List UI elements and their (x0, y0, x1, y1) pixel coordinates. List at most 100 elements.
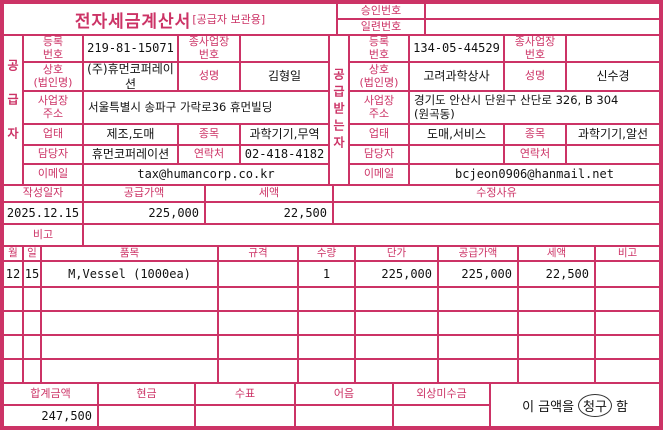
empty-cell (519, 336, 596, 358)
buyer-biztype-value: 도매,서비스 (410, 125, 505, 144)
approval-block: 승인번호 일련번호 (338, 4, 659, 34)
empty-cell (24, 288, 42, 310)
claim-suffix: 함 (615, 399, 628, 415)
supplier-address-value: 서울특별시 송파구 가락로36 휴먼빌딩 (88, 99, 273, 114)
items-header-month: 월 (4, 247, 24, 260)
supplier-contact-label: 연락처 (179, 146, 241, 163)
buyer-itemtype-value: 과학기기,알선 (577, 127, 649, 142)
item-empty-row (4, 312, 659, 336)
totals-grid: 합계금액 현금 수표 어음 외상미수금 247,500 (4, 384, 489, 426)
buyer-contactperson-value (410, 146, 505, 163)
empty-cell (219, 312, 299, 334)
buyer-contact-label: 연락처 (505, 146, 567, 163)
item-empty-row (4, 288, 659, 312)
items-header-note: 비고 (617, 247, 638, 260)
supplier-panel: 공급자 등록 번호 219-81-15071 종사업장 번호 상호 (법인명) … (4, 35, 330, 184)
empty-cell (356, 360, 439, 382)
revision-reason-value (334, 203, 659, 223)
empty-cell (596, 312, 659, 334)
promissory-note-value (296, 406, 394, 426)
supplier-side-label: 공급자 (4, 36, 24, 184)
buyer-address-value: 경기도 안산시 단원구 산단로 326, B 304 (원곡동) (414, 92, 619, 121)
items-table: 월 일 품목 규격 수량 단가 공급가액 세액 비고 12 15 M,Vesse… (4, 247, 659, 384)
empty-cell (519, 360, 596, 382)
item-row: 12 15 M,Vessel (1000ea) 1 225,000 225,00… (4, 262, 659, 288)
cash-label: 현금 (99, 384, 196, 404)
empty-cell (4, 288, 24, 310)
promissory-note-label: 어음 (296, 384, 394, 404)
buyer-subbiz-value (567, 36, 659, 61)
empty-cell (519, 312, 596, 334)
revision-reason-label: 수정사유 (476, 186, 517, 200)
buyer-contact-value (567, 146, 659, 163)
claim-statement: 이 금액을 청구 함 (489, 384, 659, 426)
items-header-tax: 세액 (519, 247, 596, 260)
buyer-email-label: 이메일 (350, 165, 410, 184)
supplier-contactperson-value: 휴먼코퍼레이션 (84, 146, 179, 163)
item-month: 12 (4, 262, 24, 286)
empty-cell (24, 360, 42, 382)
totals-band: 합계금액 현금 수표 어음 외상미수금 247,500 이 금액을 청구 함 (4, 384, 659, 426)
date-label: 작성일자 (4, 186, 84, 201)
items-header-name: 품목 (42, 247, 219, 260)
supplier-contactperson-label: 담당자 (24, 146, 84, 163)
buyer-name-label: 성명 (505, 63, 567, 90)
empty-cell (439, 288, 519, 310)
check-value (196, 406, 296, 426)
empty-cell (439, 336, 519, 358)
empty-cell (299, 360, 356, 382)
empty-cell (42, 360, 219, 382)
item-note (596, 262, 659, 286)
items-header-unitprice: 단가 (356, 247, 439, 260)
serial-number-label: 일련번호 (338, 20, 426, 34)
empty-cell (596, 288, 659, 310)
empty-cell (42, 312, 219, 334)
parties-band: 공급자 등록 번호 219-81-15071 종사업장 번호 상호 (법인명) … (4, 35, 659, 186)
empty-cell (356, 288, 439, 310)
empty-cell (299, 336, 356, 358)
empty-cell (4, 312, 24, 334)
items-header-day: 일 (24, 247, 42, 260)
supplier-biztype-label: 업태 (24, 125, 84, 144)
header-band: 전자세금계산서 [공급자 보관용] 승인번호 일련번호 (4, 4, 659, 36)
supplier-contact-value: 02-418-4182 (244, 147, 325, 162)
item-spec (219, 262, 299, 286)
supplier-email-value: tax@humancorp.co.kr (137, 167, 275, 182)
empty-cell (4, 336, 24, 358)
empty-cell (519, 288, 596, 310)
total-amount-value: 247,500 (4, 406, 99, 426)
remark-value (84, 225, 659, 245)
empty-cell (356, 312, 439, 334)
supplier-company-value: (주)휴먼코퍼레이션 (84, 62, 179, 91)
item-day: 15 (24, 262, 42, 286)
claim-circled-word: 청구 (578, 393, 612, 417)
supplier-subbiz-value (241, 36, 328, 61)
supplier-name-label: 성명 (179, 63, 241, 90)
item-supply: 225,000 (439, 262, 519, 286)
tax-amount-label: 세액 (206, 186, 334, 201)
empty-cell (24, 312, 42, 334)
item-empty-row (4, 360, 659, 382)
supplier-address-label: 사업장 주소 (24, 92, 84, 123)
empty-cell (356, 336, 439, 358)
empty-cell (439, 360, 519, 382)
empty-cell (4, 360, 24, 382)
remark-label: 비고 (4, 225, 84, 245)
buyer-company-label: 상호 (법인명) (350, 63, 410, 90)
buyer-itemtype-label: 종목 (505, 125, 567, 144)
buyer-side-label: 공급받는자 (330, 36, 350, 184)
buyer-biztype-label: 업태 (350, 125, 410, 144)
tax-amount-value: 22,500 (206, 203, 334, 223)
buyer-reg-label: 등록 번호 (350, 35, 410, 61)
empty-cell (42, 288, 219, 310)
items-header-qty: 수량 (299, 247, 356, 260)
buyer-subbiz-label: 종사업장 번호 (505, 35, 567, 61)
approval-number-label: 승인번호 (338, 4, 426, 18)
date-value: 2025.12.15 (4, 203, 84, 223)
item-tax: 22,500 (519, 262, 596, 286)
empty-cell (596, 336, 659, 358)
item-name: M,Vessel (1000ea) (42, 262, 219, 286)
empty-cell (299, 312, 356, 334)
summary-band: 작성일자 공급가액 세액 수정사유 2025.12.15 225,000 22,… (4, 186, 659, 247)
